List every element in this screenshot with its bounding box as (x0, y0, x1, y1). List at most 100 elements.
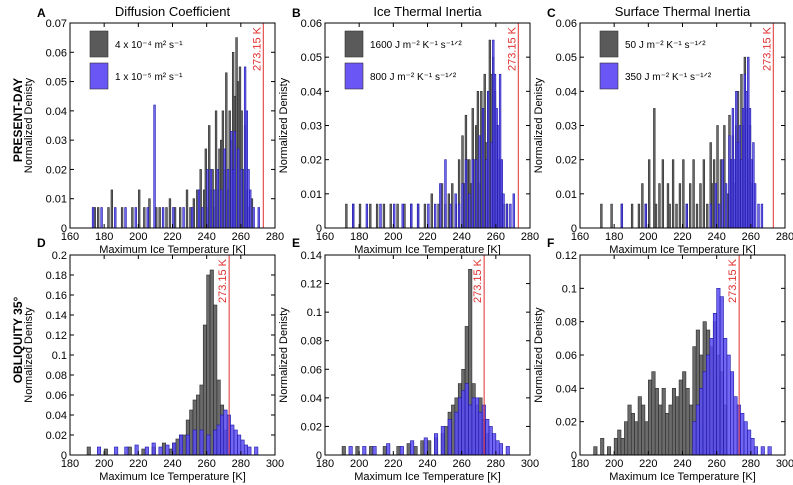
histogram-bar (165, 207, 168, 229)
histogram-bar (430, 193, 433, 229)
histogram-bar (709, 203, 712, 229)
histogram-bar (610, 203, 613, 229)
series-blue (692, 288, 772, 456)
x-tick-label: 300 (776, 458, 793, 470)
histogram-bar (475, 397, 480, 456)
y-tick-label: 0.05 (556, 52, 577, 64)
x-tick-label: 160 (61, 231, 79, 243)
panel-letter: E (292, 236, 300, 250)
x-tick-label: 240 (418, 458, 436, 470)
histogram-bar (471, 159, 474, 229)
legend-swatch (344, 62, 364, 90)
panel-title: Surface Thermal Inertia (615, 4, 751, 19)
histogram-bar (613, 438, 618, 456)
histogram-bar (714, 183, 717, 229)
panel-e: E 273.15 K 180 200 220 240 260 280 300 0 0.02 0.04 0… (278, 236, 539, 483)
histogram-bar (168, 198, 172, 229)
histogram-bar (206, 169, 209, 229)
histogram-bar (185, 189, 189, 229)
histogram-bar (692, 421, 697, 456)
panel-b: B Ice Thermal Inertia 273.15 K 160 180 200 220… (278, 4, 539, 256)
x-tick-label: 180 (350, 231, 368, 243)
histogram-bar (740, 413, 745, 456)
histogram-bar (199, 429, 204, 456)
x-tick-label: 300 (521, 458, 539, 470)
y-tick-label: 0 (571, 223, 577, 235)
histogram-bar (488, 426, 493, 456)
histogram-bar (658, 183, 661, 229)
series-blue (91, 66, 260, 229)
histogram-bar (661, 388, 666, 456)
x-tick-label: 280 (742, 458, 760, 470)
histogram-bar (600, 203, 603, 229)
y-tick-label: 0.01 (556, 189, 577, 201)
histogram-bar (153, 104, 156, 229)
histogram-bar (444, 159, 447, 229)
legend-swatch (89, 62, 109, 90)
histogram-bar (254, 446, 259, 456)
legend-label: 1 x 10⁻⁵ m² s⁻¹ (115, 72, 183, 83)
y-tick-label: 0.14 (46, 310, 67, 322)
y-tick-label: 0 (316, 223, 322, 235)
histogram-bar (492, 433, 497, 456)
histogram-bar (695, 203, 699, 229)
x-tick-label: 180 (61, 458, 79, 470)
histogram-bar (757, 203, 760, 229)
histogram-bar (410, 203, 413, 229)
x-tick-label: 260 (742, 231, 760, 243)
legend: 4 x 10⁻⁴ m² s⁻¹ 1 x 10⁻⁵ m² s⁻¹ (89, 30, 183, 90)
histogram-bar (348, 446, 353, 456)
histogram-bar (427, 440, 432, 456)
y-tick-label: 0.06 (46, 390, 67, 402)
legend-swatch (89, 30, 109, 58)
y-axis-label: Normalized Denisty (23, 77, 35, 173)
histogram-bar (91, 207, 95, 229)
histogram-bar (151, 442, 156, 456)
histogram-bar (434, 203, 437, 229)
histogram-bar (454, 193, 457, 229)
x-tick-label: 280 (521, 231, 539, 243)
histogram-bar (182, 207, 185, 229)
histogram-bar (747, 429, 752, 456)
legend-swatch (599, 62, 619, 90)
histogram-bar (243, 444, 248, 456)
histogram-bar (206, 274, 211, 456)
histogram-bar (648, 159, 651, 229)
histogram-bar (671, 388, 676, 456)
histogram-bar (240, 169, 243, 229)
histogram-bar (495, 440, 500, 456)
x-axis-label: Maximum Ice Temperature [K] (354, 471, 501, 483)
histogram-bar (341, 446, 346, 456)
x-tick-label: 200 (639, 231, 657, 243)
histogram-bar (213, 189, 216, 229)
histogram-bar (179, 207, 182, 229)
x-axis-label: Maximum Ice Temperature [K] (354, 244, 501, 256)
histogram-bar (382, 203, 386, 229)
histogram-bar (372, 446, 377, 456)
panel-letter: C (547, 6, 556, 20)
histogram-bar (369, 446, 374, 456)
histogram-bar (654, 388, 659, 456)
plot-frame (324, 254, 531, 456)
y-tick-label: 0.1 (52, 350, 67, 362)
histogram-bar (760, 446, 765, 456)
x-tick-label: 200 (129, 231, 147, 243)
histogram-bar (240, 439, 245, 456)
y-tick-label: 0.05 (301, 52, 322, 64)
histogram-bar (593, 446, 598, 456)
histogram-bar (375, 203, 379, 229)
x-tick-label: 180 (316, 458, 334, 470)
panel-d: D 273.15 K 180 200 220 240 260 280 300 0 0.02 0.04 0… (23, 236, 284, 483)
histogram-bar (637, 396, 642, 456)
histogram-bar (103, 448, 108, 456)
x-tick-label: 260 (452, 458, 470, 470)
y-tick-label: 0.04 (556, 383, 577, 395)
x-tick-label: 240 (197, 231, 215, 243)
x-tick-label: 160 (316, 231, 334, 243)
histogram-bar (158, 207, 161, 229)
histogram-bar (161, 207, 165, 229)
y-tick-label: 0.02 (556, 155, 577, 167)
histogram-bar (464, 159, 468, 229)
histogram-bar (406, 443, 411, 456)
